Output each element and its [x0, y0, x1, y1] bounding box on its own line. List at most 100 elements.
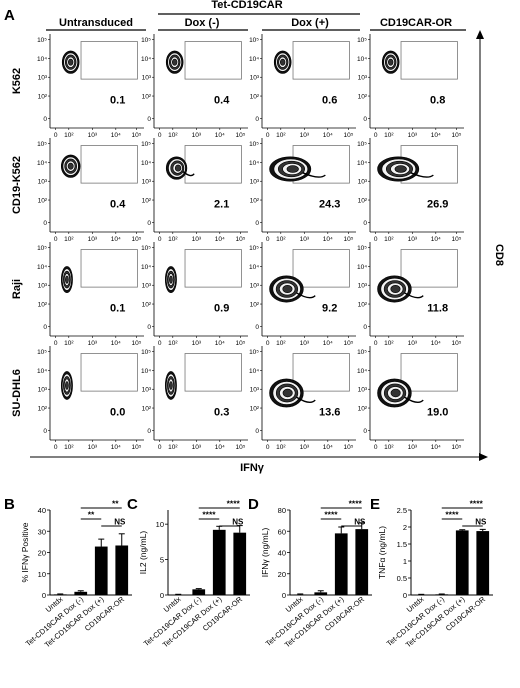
flow-plot-x-tick-label: 0: [54, 132, 58, 139]
flow-plot-x-tick-label: 10⁴: [323, 236, 333, 243]
bar: [293, 594, 307, 596]
population-contour: [286, 165, 299, 173]
flow-plot-y-tick-label: 0: [255, 324, 259, 331]
flow-plot-x-tick-label: 10³: [88, 236, 98, 243]
bar: [233, 532, 247, 595]
flow-plot-x-tick-label: 10²: [384, 340, 394, 347]
population-tail: [296, 292, 316, 299]
y-tick-label: 2.5: [397, 506, 407, 515]
flow-plot: 10⁵ 10⁴ 10³ 10² 0 0 10² 10³ 10⁴ 10⁵ 0.8: [357, 34, 464, 139]
population-contour: [390, 285, 401, 293]
flow-plot: 10⁵ 10⁴ 10³ 10² 0 0 10² 10³ 10⁴ 10⁵ 0.1: [37, 242, 144, 347]
flow-plot-x-tick-label: 10²: [64, 236, 74, 243]
significance-label: ****: [324, 510, 338, 520]
gate-percentage: 26.9: [427, 199, 448, 211]
group-header-tet-cd19car: Tet-CD19CAR: [211, 0, 282, 11]
y-tick-label: 20: [38, 549, 46, 558]
flow-plot-y-tick-label: 10²: [38, 198, 48, 205]
flow-plot-y-tick-label: 0: [363, 428, 367, 435]
flow-plot-y-tick-label: 10³: [250, 387, 260, 394]
cd8-axis-arrowhead: [476, 30, 484, 39]
column-header-cd19car-or: CD19CAR-OR: [380, 17, 452, 29]
population-tail: [182, 170, 195, 177]
gate-percentage: 13.6: [319, 407, 340, 419]
flow-plot-y-tick-label: 10⁵: [37, 349, 47, 356]
flow-plot-y-tick-label: 0: [147, 116, 151, 123]
flow-plot-x-tick-label: 10³: [88, 340, 98, 347]
column-header-dox-plus: Dox (+): [291, 17, 329, 29]
flow-plot: 10⁵ 10⁴ 10³ 10² 0 0 10² 10³ 10⁴ 10⁵ 13.6: [249, 346, 356, 451]
bar: [314, 592, 328, 595]
flow-plot-x-tick-label: 10³: [88, 444, 98, 451]
ifng-axis-arrowhead: [479, 453, 488, 461]
flow-plot-x-tick-label: 0: [54, 236, 58, 243]
flow-plot-y-tick-label: 10⁵: [37, 245, 47, 252]
bar: [476, 531, 490, 595]
flow-plot-x-tick-label: 10⁵: [132, 340, 142, 347]
flow-plot-y-tick-label: 10³: [38, 179, 48, 186]
flow-plot-y-tick-label: 10⁴: [357, 56, 367, 63]
flow-plot-x-tick-label: 0: [54, 340, 58, 347]
flow-plot-y-tick-label: 10²: [250, 94, 260, 101]
flow-plot-x-tick-label: 10²: [384, 132, 394, 139]
gate-percentage: 0.1: [110, 95, 125, 107]
flow-plot-x-tick-label: 10²: [64, 132, 74, 139]
gate-rect: [184, 41, 242, 80]
flow-plot-x-tick-label: 10²: [276, 236, 286, 243]
flow-plot-x-tick-label: 10³: [300, 340, 310, 347]
flow-plot-y-tick-label: 10²: [38, 406, 48, 413]
flow-plot-x-tick-label: 10⁴: [431, 132, 441, 139]
flow-plot-y-tick-label: 0: [147, 220, 151, 227]
flow-plot-y-tick-label: 10⁴: [249, 368, 259, 375]
y-tick-label: 1.5: [397, 540, 407, 549]
flow-plot-x-tick-label: 10⁴: [323, 340, 333, 347]
flow-plot-x-tick-label: 10⁵: [452, 340, 462, 347]
y-tick-label: 1: [403, 557, 407, 566]
flow-plot-y-tick-label: 10³: [358, 283, 368, 290]
significance-label: ****: [445, 510, 459, 520]
flow-plot-y-tick-label: 10⁴: [141, 368, 151, 375]
gate-percentage: 24.3: [319, 199, 340, 211]
flow-plot: 10⁵ 10⁴ 10³ 10² 0 0 10² 10³ 10⁴ 10⁵ 0.4: [37, 138, 144, 243]
flow-plot-x-tick-label: 10³: [192, 340, 202, 347]
population-tail: [404, 396, 424, 403]
gate-percentage: 9.2: [322, 303, 337, 315]
flow-plot-x-tick-label: 10²: [168, 340, 178, 347]
flow-plot: 10⁵ 10⁴ 10³ 10² 0 0 10² 10³ 10⁴ 10⁵ 0.3: [141, 346, 248, 451]
flow-plot-y-tick-label: 10²: [358, 94, 368, 101]
flow-plot-x-tick-label: 10⁵: [344, 340, 354, 347]
flow-plot-y-tick-label: 0: [255, 220, 259, 227]
flow-plot-y-tick-label: 10³: [38, 75, 48, 82]
flow-plot-y-tick-label: 10⁵: [249, 349, 259, 356]
flow-plot-y-tick-label: 10⁵: [141, 245, 151, 252]
flow-plot-y-tick-label: 10⁴: [141, 264, 151, 271]
gate-percentage: 2.1: [214, 199, 229, 211]
flow-plot-y-tick-label: 10²: [38, 302, 48, 309]
flow-plot-y-tick-label: 10²: [142, 406, 152, 413]
panel-letter: B: [4, 496, 15, 513]
flow-plot-y-tick-label: 10³: [358, 75, 368, 82]
flow-plot-x-tick-label: 0: [158, 236, 162, 243]
flow-plot-y-tick-label: 10⁴: [37, 264, 47, 271]
significance-label: ****: [227, 499, 241, 509]
bar: [334, 533, 348, 595]
gate-rect: [184, 249, 242, 288]
flow-plot-x-tick-label: 10³: [408, 132, 418, 139]
gate-percentage: 0.1: [110, 303, 125, 315]
flow-plot: 10⁵ 10⁴ 10³ 10² 0 0 10² 10³ 10⁴ 10⁵ 19.0: [357, 346, 464, 451]
bar: [94, 546, 108, 595]
row-label: Raji: [11, 279, 23, 299]
population-tail: [410, 172, 434, 178]
flow-plot-y-tick-label: 10²: [250, 302, 260, 309]
gate-rect: [184, 145, 242, 184]
flow-plot-x-tick-label: 0: [266, 340, 270, 347]
flow-plot: 10⁵ 10⁴ 10³ 10² 0 0 10² 10³ 10⁴ 10⁵ 2.1: [141, 138, 248, 243]
flow-plot-y-tick-label: 10³: [250, 283, 260, 290]
flow-plot-x-tick-label: 10⁴: [323, 444, 333, 451]
bar: [414, 594, 428, 596]
population-contour: [394, 165, 407, 173]
significance-label: NS: [114, 518, 126, 527]
